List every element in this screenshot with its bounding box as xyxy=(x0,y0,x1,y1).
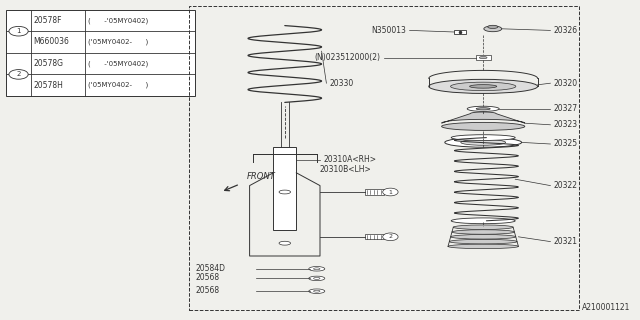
Text: FRONT: FRONT xyxy=(246,172,275,181)
FancyBboxPatch shape xyxy=(476,55,491,60)
Ellipse shape xyxy=(461,140,506,145)
Text: (N)023512000(2): (N)023512000(2) xyxy=(315,53,381,62)
Polygon shape xyxy=(442,112,525,123)
Text: 20327: 20327 xyxy=(554,104,578,113)
Bar xyxy=(365,234,384,239)
Ellipse shape xyxy=(467,106,499,111)
Ellipse shape xyxy=(470,84,497,88)
Circle shape xyxy=(383,188,398,196)
Bar xyxy=(6,10,195,96)
Ellipse shape xyxy=(314,277,320,279)
Text: 20568: 20568 xyxy=(195,286,220,295)
Text: 20323: 20323 xyxy=(554,120,578,129)
Text: 20584D: 20584D xyxy=(195,264,225,273)
Text: 20326: 20326 xyxy=(554,26,578,35)
Text: 20578H: 20578H xyxy=(33,81,63,90)
Ellipse shape xyxy=(479,56,487,59)
Text: 20310B<LH>: 20310B<LH> xyxy=(320,165,372,174)
Text: 20322: 20322 xyxy=(554,181,578,190)
Text: 1: 1 xyxy=(388,189,392,195)
Ellipse shape xyxy=(429,79,538,93)
Ellipse shape xyxy=(452,230,515,234)
Text: 20568: 20568 xyxy=(195,273,220,282)
Text: 20578F: 20578F xyxy=(33,16,62,25)
Ellipse shape xyxy=(309,289,325,293)
Ellipse shape xyxy=(314,290,320,292)
Text: 20578G: 20578G xyxy=(33,59,63,68)
Ellipse shape xyxy=(449,239,517,244)
Text: 20330: 20330 xyxy=(330,79,354,88)
Text: 20321: 20321 xyxy=(554,237,578,246)
Text: 20325: 20325 xyxy=(554,140,578,148)
Circle shape xyxy=(383,233,398,241)
Ellipse shape xyxy=(309,267,325,271)
Text: 1: 1 xyxy=(16,28,21,34)
Text: 20320: 20320 xyxy=(554,79,578,88)
Ellipse shape xyxy=(451,82,516,91)
Text: ('05MY0402-      ): ('05MY0402- ) xyxy=(88,39,148,45)
Ellipse shape xyxy=(314,268,320,270)
Ellipse shape xyxy=(451,218,515,224)
Text: (      -'05MY0402): ( -'05MY0402) xyxy=(88,60,148,67)
Ellipse shape xyxy=(488,25,498,28)
FancyBboxPatch shape xyxy=(454,30,466,34)
Text: M660036: M660036 xyxy=(33,37,69,46)
Text: A210001121: A210001121 xyxy=(582,303,630,312)
Ellipse shape xyxy=(448,244,518,249)
Ellipse shape xyxy=(445,138,522,147)
Ellipse shape xyxy=(279,241,291,245)
Ellipse shape xyxy=(476,108,490,110)
Text: N350013: N350013 xyxy=(372,26,406,35)
Circle shape xyxy=(9,26,28,36)
Ellipse shape xyxy=(279,190,291,194)
Text: (      -'05MY0402): ( -'05MY0402) xyxy=(88,17,148,24)
Bar xyxy=(273,147,296,230)
Text: ('05MY0402-      ): ('05MY0402- ) xyxy=(88,82,148,88)
Text: 20310A<RH>: 20310A<RH> xyxy=(323,156,376,164)
Text: 2: 2 xyxy=(17,71,20,77)
Ellipse shape xyxy=(453,225,513,229)
Bar xyxy=(189,6,579,310)
Ellipse shape xyxy=(484,26,502,32)
Ellipse shape xyxy=(451,135,515,140)
Circle shape xyxy=(9,69,28,79)
Text: 2: 2 xyxy=(388,234,392,239)
Ellipse shape xyxy=(309,276,325,281)
Ellipse shape xyxy=(442,122,525,131)
Bar xyxy=(365,189,384,195)
Ellipse shape xyxy=(451,235,516,239)
